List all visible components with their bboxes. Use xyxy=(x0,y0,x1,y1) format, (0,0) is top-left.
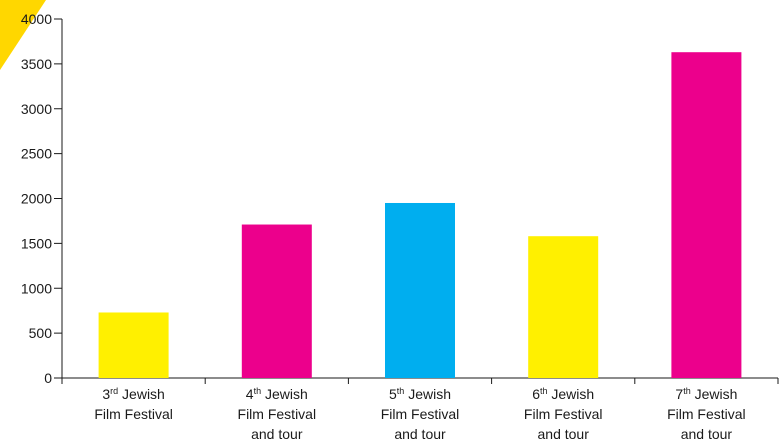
bars xyxy=(98,52,742,379)
bar xyxy=(241,224,312,378)
x-tick-label: and tour xyxy=(681,426,733,442)
y-axis: 0 500 1000 1500 2000 2500 3000 3500 4000 xyxy=(21,11,63,386)
x-axis-labels: 3rd Jewish Film Festival 4th Jewish Film Fe… xyxy=(94,386,745,442)
y-tick-label: 500 xyxy=(29,325,53,341)
y-tick-label: 4000 xyxy=(21,11,52,27)
y-tick-label: 3000 xyxy=(21,101,52,117)
x-tick-label: and tour xyxy=(251,426,303,442)
x-tick-label: 5th Jewish xyxy=(389,386,451,402)
x-tick-label: Film Festival xyxy=(381,406,460,422)
y-tick-label: 2500 xyxy=(21,146,52,162)
corner-accent-triangle xyxy=(0,0,46,70)
y-tick-label: 2000 xyxy=(21,191,52,207)
x-tick-label: Film Festival xyxy=(238,406,317,422)
x-tick-label: 7th Jewish xyxy=(675,386,737,402)
bar xyxy=(528,236,599,378)
y-tick-label: 1500 xyxy=(21,235,52,251)
bar xyxy=(385,202,455,378)
x-tick-label: and tour xyxy=(394,426,446,442)
x-axis xyxy=(61,377,779,384)
bar xyxy=(671,52,742,379)
y-tick-label: 0 xyxy=(44,370,52,386)
bar xyxy=(98,312,169,378)
x-tick-label: 3rd Jewish xyxy=(102,386,165,402)
x-tick-label: 4th Jewish xyxy=(246,386,308,402)
x-tick-label: and tour xyxy=(538,426,590,442)
y-tick-label: 3500 xyxy=(21,56,52,72)
x-tick-label: Film Festival xyxy=(94,406,173,422)
y-tick-label: 1000 xyxy=(21,280,52,296)
x-tick-label: 6th Jewish xyxy=(532,386,594,402)
x-tick-label: Film Festival xyxy=(667,406,746,422)
x-tick-label: Film Festival xyxy=(524,406,603,422)
